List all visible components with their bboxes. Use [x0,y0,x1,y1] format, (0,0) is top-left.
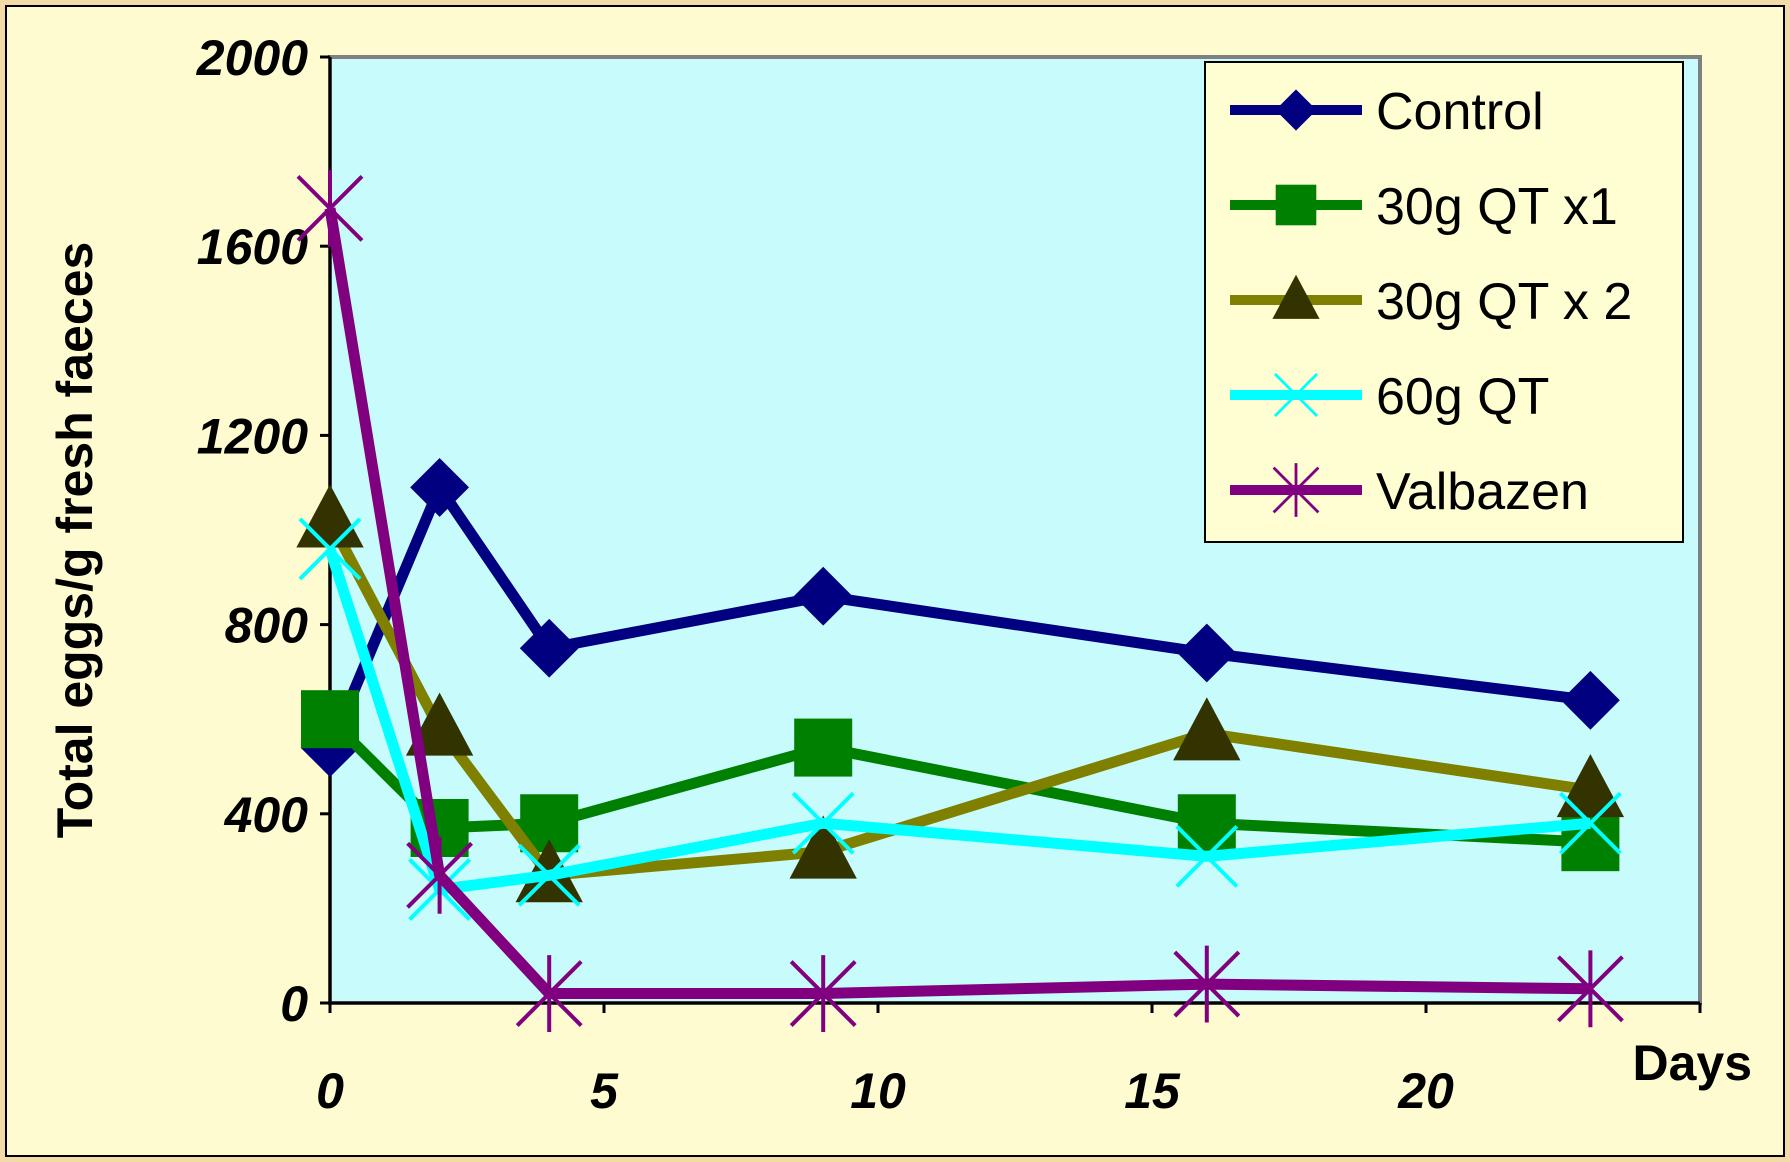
y-axis-label: Total eggs/g fresh faeces [47,242,103,838]
y-tick-label: 0 [280,976,308,1032]
series-line [324,207,1591,1000]
x-tick-label: 15 [1124,1063,1181,1119]
series-line [324,547,1591,895]
y-tick-label: 1200 [197,408,308,464]
data-point [1177,623,1237,683]
legend-label: 30g QT x1 [1376,178,1618,236]
legend-label: 60g QT [1376,368,1549,426]
legend-marker [1275,184,1317,226]
data-point [1274,373,1318,417]
data-point [405,692,474,756]
data-point [1560,670,1620,730]
data-point [406,836,474,914]
y-tick-label: 2000 [196,30,308,86]
data-point [1175,824,1239,888]
y-ticks: 0 400 800 1200 1600 2000 [196,30,330,1032]
legend-entry: Control [1230,83,1544,141]
data-point [791,791,855,855]
legend-entry: 30g QT x1 [1230,178,1618,236]
data-point [515,955,583,1032]
y-tick-label: 800 [225,598,309,654]
x-tick-label: 10 [850,1063,906,1119]
series-line [325,517,1592,881]
data-point [301,690,359,749]
data-point [1275,184,1317,226]
data-point [1272,463,1320,517]
legend-marker [1274,373,1318,417]
legend-label: 30g QT x 2 [1376,273,1632,331]
x-tick-label: 5 [590,1063,619,1119]
legend-entry: Valbazen [1230,463,1589,521]
legend-marker [1272,274,1320,319]
legend-entry: 30g QT x 2 [1230,273,1632,331]
x-tick-label: 0 [316,1063,344,1119]
data-point [296,169,364,247]
data-point [1275,89,1317,131]
series-0 [300,458,1620,777]
data-point [1556,754,1625,818]
data-point [789,955,857,1032]
series-4 [296,169,1624,1032]
x-axis-label: Days [1632,1035,1752,1091]
data-point [793,566,853,626]
legend-marker [1272,463,1320,517]
data-point [1272,274,1320,319]
series-layer [296,169,1625,1032]
x-ticks: 0 5 10 15 20 [316,1003,1702,1119]
data-point [410,458,470,517]
data-point [298,517,362,581]
data-point [794,718,853,777]
data-point [1173,697,1241,761]
data-point [519,618,579,678]
data-point [1558,791,1622,855]
data-point [1173,945,1241,1023]
legend: Control 30g QT x1 30g QT x 2 60g QT Valbazen [1204,61,1684,543]
series-3 [298,517,1622,921]
legend-entry: 60g QT [1230,368,1549,426]
data-point [517,843,581,907]
legend-label: Control [1376,83,1544,141]
data-point [1556,950,1624,1028]
data-point [789,815,857,879]
x-tick-label: 20 [1397,1063,1454,1119]
y-tick-label: 400 [224,787,309,843]
data-point [1177,794,1236,853]
y-tick-label: 1600 [197,219,308,275]
legend-label: Valbazen [1376,463,1589,521]
series-line [324,481,1592,750]
legend-marker [1275,89,1317,131]
